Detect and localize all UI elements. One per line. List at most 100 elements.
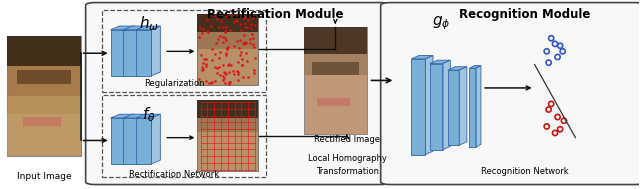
Bar bbox=[102, 95, 266, 177]
Point bbox=[197, 69, 207, 72]
Point bbox=[214, 56, 224, 59]
Point bbox=[207, 58, 218, 61]
Point bbox=[249, 71, 259, 74]
Point bbox=[546, 37, 556, 40]
Polygon shape bbox=[469, 66, 481, 68]
Polygon shape bbox=[136, 114, 161, 118]
Point bbox=[204, 81, 214, 84]
Point bbox=[227, 14, 237, 17]
Point bbox=[225, 63, 236, 66]
Point bbox=[211, 72, 221, 75]
Point bbox=[236, 22, 246, 26]
Point bbox=[215, 34, 225, 37]
Point bbox=[233, 71, 243, 74]
Bar bbox=[7, 36, 81, 156]
FancyBboxPatch shape bbox=[381, 3, 640, 184]
Point bbox=[232, 39, 242, 42]
Point bbox=[196, 66, 207, 69]
Point bbox=[541, 125, 552, 128]
Point bbox=[207, 80, 217, 83]
Point bbox=[218, 36, 228, 39]
Point bbox=[211, 41, 221, 44]
Point bbox=[218, 40, 228, 43]
Point bbox=[224, 81, 234, 84]
Point bbox=[238, 42, 248, 45]
Polygon shape bbox=[448, 70, 460, 145]
Text: $f_{\theta}$: $f_{\theta}$ bbox=[142, 106, 156, 125]
Polygon shape bbox=[124, 118, 139, 164]
Point bbox=[248, 16, 259, 19]
Point bbox=[550, 42, 560, 45]
Polygon shape bbox=[124, 30, 139, 76]
Point bbox=[240, 26, 250, 29]
Text: Rectified Image: Rectified Image bbox=[314, 135, 380, 144]
Point bbox=[225, 28, 236, 31]
Point bbox=[244, 41, 255, 44]
Point bbox=[198, 27, 208, 30]
Polygon shape bbox=[469, 68, 476, 147]
Bar bbox=[304, 27, 367, 54]
Point bbox=[245, 37, 255, 40]
Polygon shape bbox=[111, 26, 135, 30]
Bar bbox=[197, 100, 258, 132]
Point bbox=[246, 22, 257, 25]
Polygon shape bbox=[136, 26, 161, 30]
Point bbox=[194, 35, 204, 38]
Polygon shape bbox=[152, 114, 161, 164]
Point bbox=[543, 108, 554, 111]
Point bbox=[250, 23, 260, 26]
Polygon shape bbox=[430, 60, 451, 64]
Point bbox=[237, 75, 248, 78]
Point bbox=[221, 72, 231, 75]
Point bbox=[237, 64, 247, 67]
Point bbox=[221, 14, 232, 17]
Text: Regularization: Regularization bbox=[144, 79, 205, 88]
Polygon shape bbox=[124, 114, 148, 118]
Bar bbox=[23, 117, 61, 126]
Polygon shape bbox=[139, 114, 148, 164]
Point bbox=[240, 15, 250, 18]
Point bbox=[209, 66, 220, 69]
Point bbox=[239, 43, 249, 46]
Point bbox=[221, 25, 231, 28]
Polygon shape bbox=[430, 64, 443, 150]
Point bbox=[224, 70, 234, 73]
Bar bbox=[304, 27, 367, 134]
Point bbox=[543, 61, 554, 64]
Point bbox=[237, 64, 247, 67]
Point bbox=[223, 64, 233, 67]
Polygon shape bbox=[111, 30, 126, 76]
Polygon shape bbox=[126, 26, 135, 76]
Point bbox=[196, 32, 207, 35]
Point bbox=[218, 26, 228, 29]
Text: Rectification Network: Rectification Network bbox=[129, 170, 220, 179]
Point bbox=[220, 39, 230, 42]
Point bbox=[233, 61, 243, 64]
FancyBboxPatch shape bbox=[86, 3, 389, 184]
Point bbox=[220, 29, 230, 32]
Point bbox=[221, 53, 232, 56]
Bar bbox=[7, 36, 81, 96]
Point bbox=[194, 78, 204, 81]
Polygon shape bbox=[139, 26, 148, 76]
Point bbox=[243, 75, 253, 78]
Point bbox=[240, 22, 250, 25]
Point bbox=[246, 33, 257, 36]
Point bbox=[228, 45, 239, 48]
Bar bbox=[102, 10, 266, 92]
Point bbox=[218, 78, 228, 81]
Point bbox=[230, 19, 241, 22]
Point bbox=[196, 53, 206, 56]
Bar bbox=[197, 14, 258, 32]
Point bbox=[236, 28, 246, 31]
Point bbox=[242, 60, 252, 63]
Point bbox=[220, 82, 230, 85]
Point bbox=[243, 19, 253, 22]
Bar bbox=[17, 70, 71, 84]
Point bbox=[552, 55, 563, 58]
Point bbox=[228, 69, 238, 72]
Polygon shape bbox=[460, 67, 467, 145]
Point bbox=[249, 46, 259, 49]
Bar bbox=[197, 14, 258, 85]
Text: Input Image: Input Image bbox=[17, 172, 72, 181]
